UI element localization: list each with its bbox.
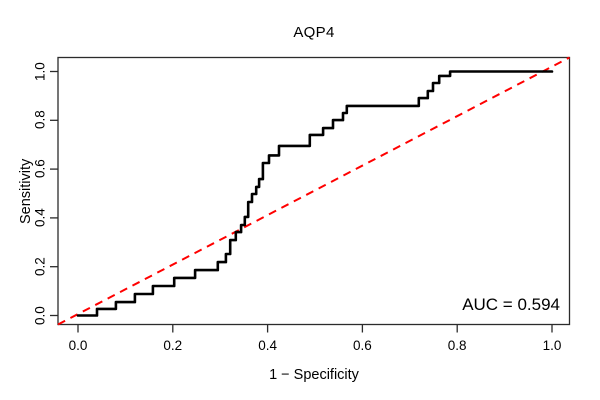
- x-axis-label: 1 − Specificity: [269, 367, 359, 383]
- auc-annotation: AUC = 0.594: [462, 295, 560, 314]
- x-tick-label: 0.4: [258, 338, 277, 353]
- y-axis-ticks: [50, 70, 58, 317]
- x-tick-label: 0.6: [353, 338, 372, 353]
- roc-curve-path: [76, 70, 554, 317]
- y-tick-label: 1.0: [32, 62, 48, 81]
- y-tick-label: 0.2: [32, 257, 48, 277]
- plot-title: AQP4: [293, 24, 335, 41]
- x-tick-label: 0.2: [163, 338, 183, 353]
- y-tick-label: 0.6: [32, 159, 48, 179]
- plot-frame: [57, 56, 571, 326]
- x-tick-label: 1.0: [542, 338, 562, 353]
- chance-diagonal-line: [57, 56, 570, 326]
- y-tick-label: 0.0: [32, 306, 48, 325]
- y-axis-label: Sensitivity: [18, 158, 34, 224]
- y-tick-label: 0.4: [32, 208, 48, 228]
- x-axis-ticks: [77, 324, 553, 333]
- y-tick-label: 0.8: [32, 110, 48, 130]
- x-tick-label: 0.8: [447, 338, 467, 353]
- x-tick-label: 0.0: [68, 338, 88, 353]
